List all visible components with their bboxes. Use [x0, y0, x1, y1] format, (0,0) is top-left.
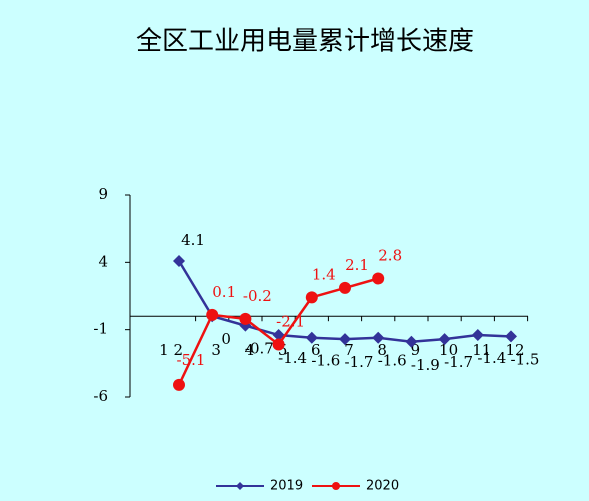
y-tick-label: -6 [93, 387, 108, 405]
legend-marker [236, 482, 244, 490]
marker [339, 333, 351, 346]
data-label: -1.4 [477, 349, 506, 367]
x-tick-label: 10 [439, 341, 458, 359]
marker [305, 291, 318, 304]
data-label: -1.7 [444, 353, 473, 371]
x-tick-label: 3 [211, 341, 221, 359]
data-label: 0.1 [212, 283, 236, 301]
marker [173, 378, 185, 391]
data-label: 2.8 [378, 246, 402, 264]
x-tick-label: 9 [411, 341, 421, 359]
x-tick-label: 6 [311, 341, 321, 359]
data-label: -1.5 [511, 350, 540, 368]
x-tick-label: 5 [278, 341, 288, 359]
marker [438, 333, 451, 346]
data-label: 4.1 [181, 231, 205, 249]
y-tick-label: 4 [98, 252, 108, 270]
marker [305, 331, 318, 344]
data-label: 0 [221, 330, 231, 348]
marker [372, 331, 385, 344]
marker [471, 329, 484, 342]
marker [206, 308, 219, 321]
x-tick-label: 11 [472, 341, 491, 359]
data-label: -5.1 [177, 351, 206, 369]
data-label: -0.2 [243, 287, 272, 305]
y-tick-label: 9 [98, 185, 108, 203]
data-label: -1.4 [278, 349, 307, 367]
legend-label: 2019 [270, 479, 303, 494]
legend-label: 2020 [366, 479, 399, 494]
marker [272, 338, 285, 351]
data-label: -1.9 [411, 356, 440, 374]
marker [239, 312, 252, 325]
x-tick-label: 8 [377, 341, 387, 359]
data-label: -2.1 [276, 312, 305, 330]
x-tick-label: 7 [344, 341, 354, 359]
marker [173, 254, 185, 267]
x-tick-label: 1 2 [159, 341, 183, 359]
data-label: -1.6 [311, 352, 340, 370]
chart-title: 全区工业用电量累计增长速度 [136, 27, 474, 57]
data-label: -1.6 [378, 352, 407, 370]
marker [372, 272, 385, 285]
legend-marker [332, 482, 340, 490]
data-label: -0.7 [245, 340, 274, 358]
marker [405, 335, 418, 348]
marker [505, 330, 517, 343]
x-tick-label: 12 [505, 341, 524, 359]
marker [339, 281, 351, 294]
x-tick-label: 4 [245, 341, 255, 359]
data-label: -1.7 [345, 353, 374, 371]
data-label: 2.1 [345, 256, 369, 274]
y-tick-label: -1 [93, 320, 108, 338]
data-label: 1.4 [312, 265, 336, 283]
